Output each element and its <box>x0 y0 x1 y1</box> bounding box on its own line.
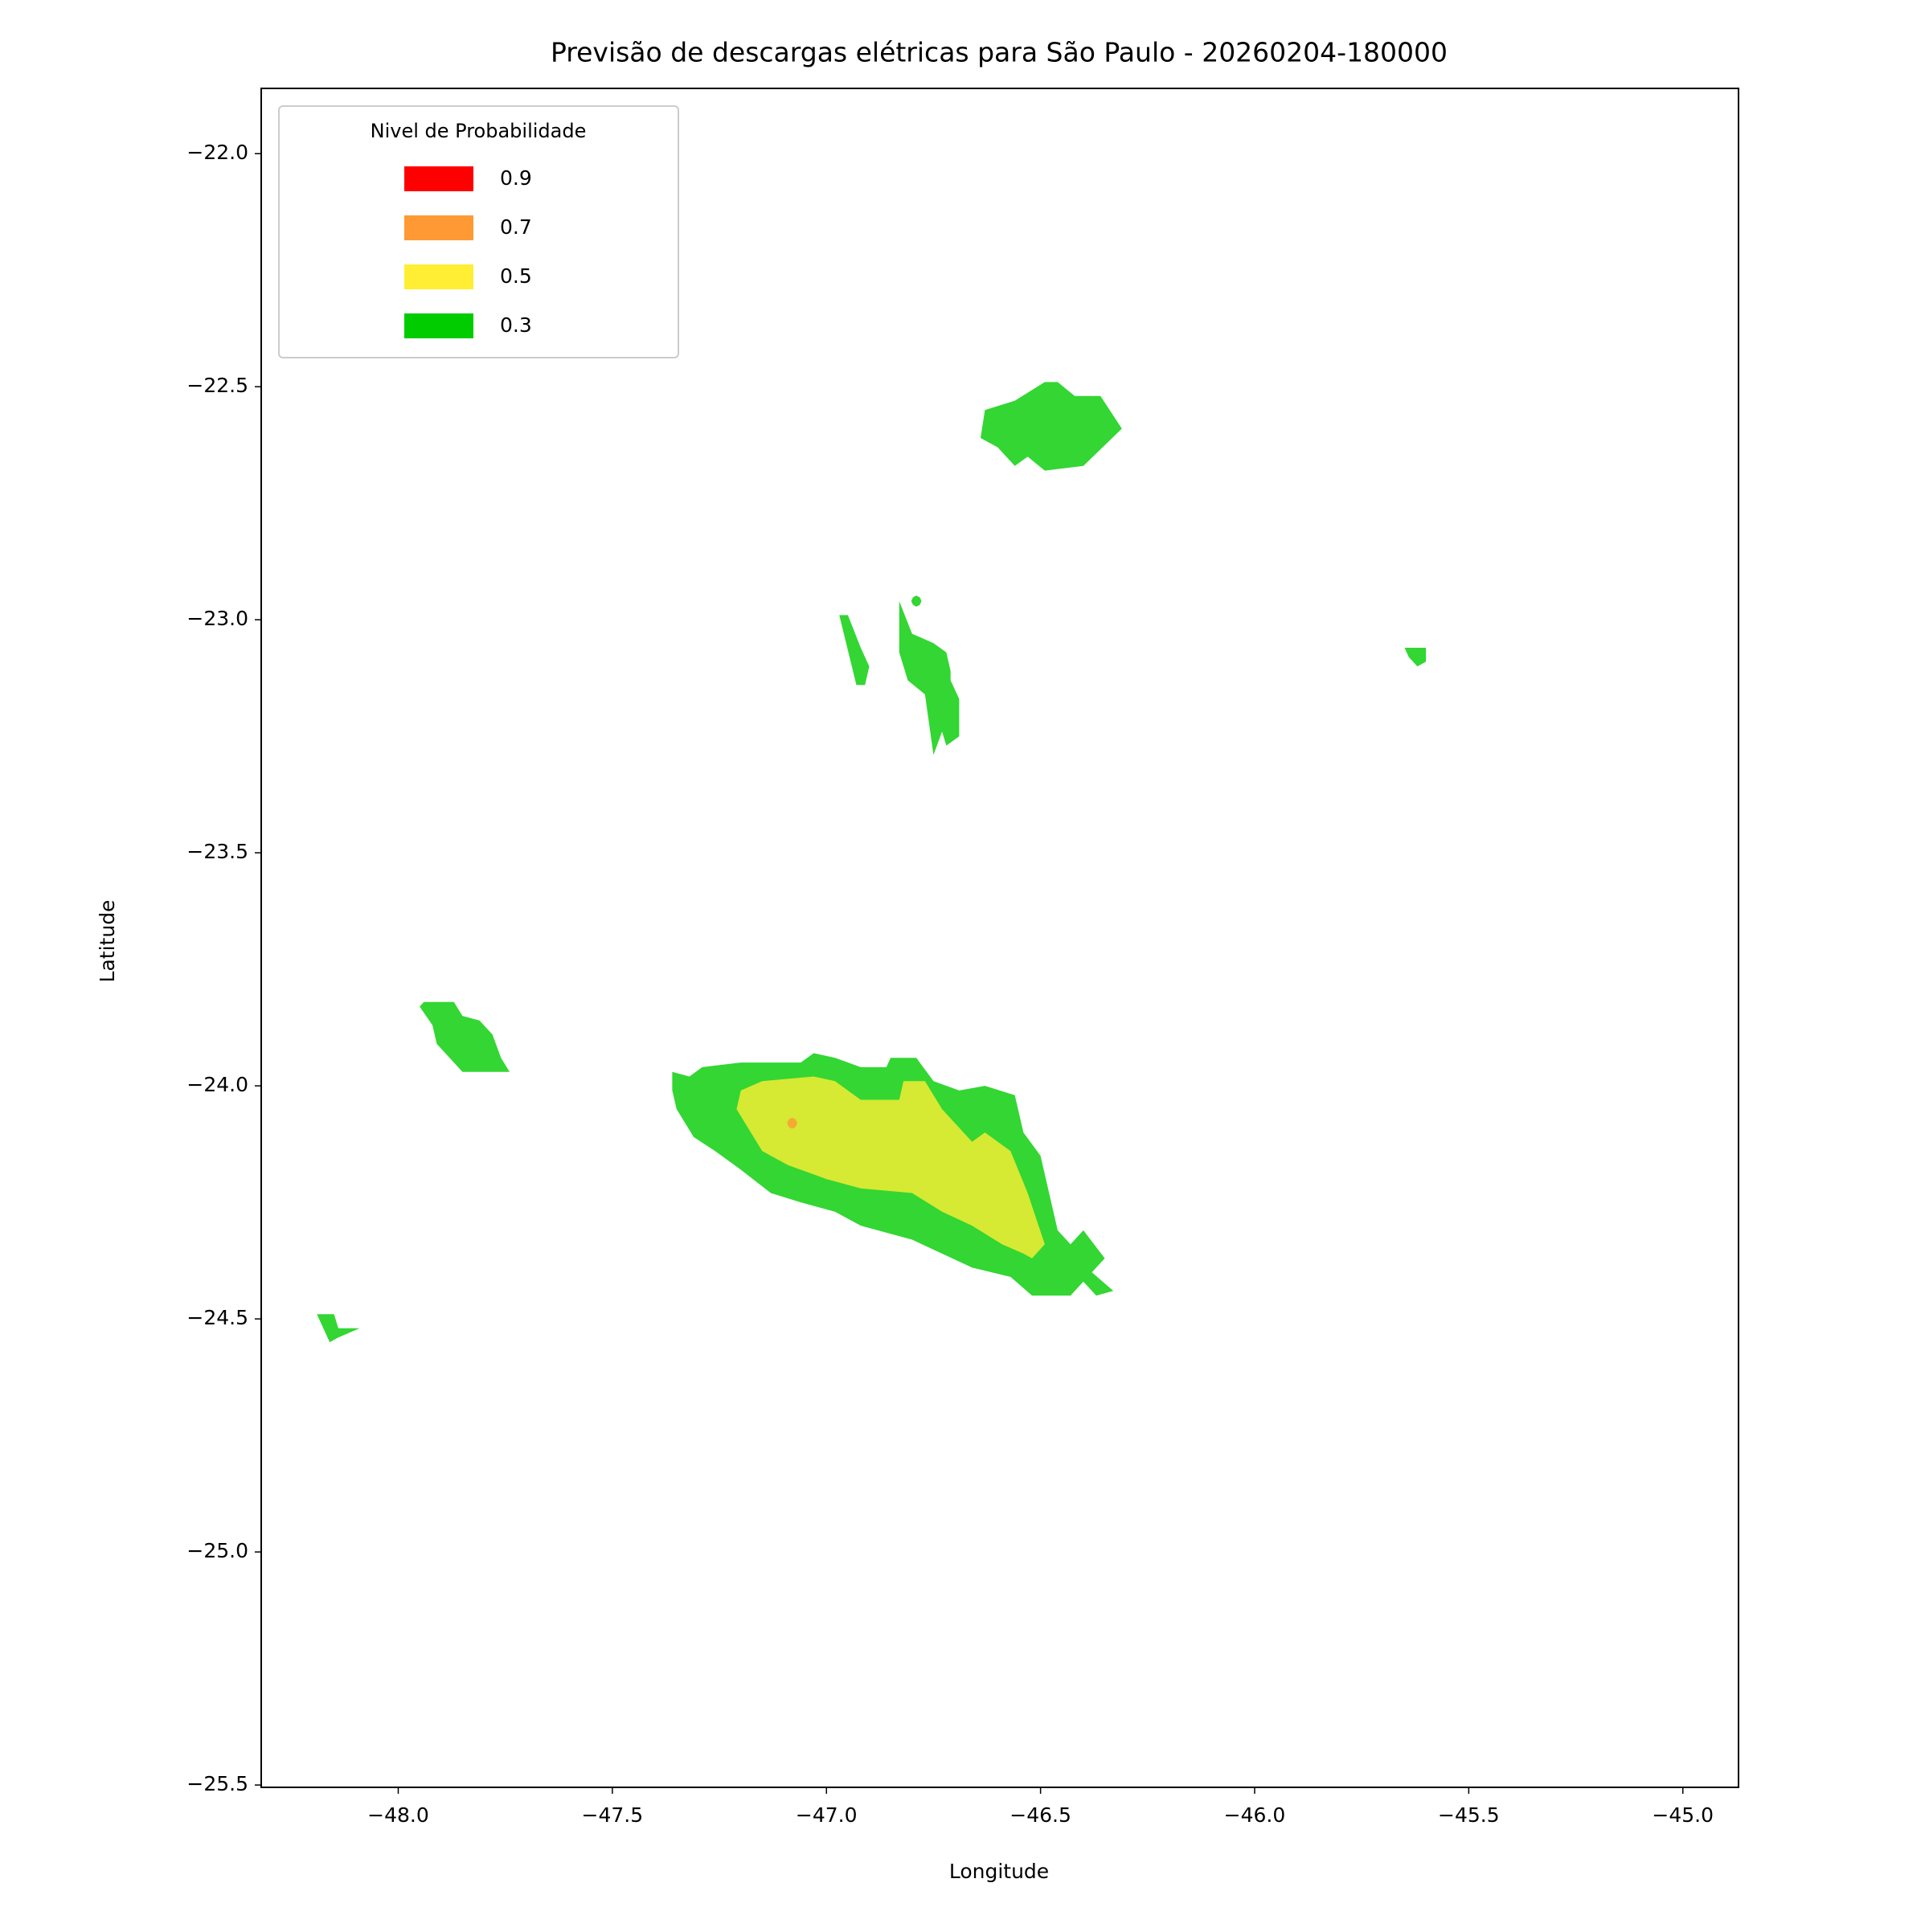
axes-frame <box>260 88 1739 1788</box>
contour-region <box>317 1314 360 1343</box>
x-tick-label: −45.0 <box>1652 1803 1714 1827</box>
x-axis-label: Longitude <box>949 1860 1049 1883</box>
y-tick-label: −22.5 <box>186 374 248 397</box>
legend-title: Nivel de Probabilidade <box>371 120 587 142</box>
y-tick-label: −25.0 <box>186 1539 248 1562</box>
contour-region <box>420 1001 510 1072</box>
y-tick-label: −24.5 <box>186 1306 248 1329</box>
legend-label: 0.9 <box>500 166 532 190</box>
x-tick-label: −46.0 <box>1224 1803 1286 1827</box>
legend-swatch <box>404 264 473 289</box>
legend-swatch <box>404 313 473 338</box>
chart-title: Previsão de descargas elétricas para São… <box>551 37 1448 68</box>
y-tick-label: −25.5 <box>186 1772 248 1795</box>
y-tick-label: −23.5 <box>186 840 248 863</box>
legend-swatch <box>404 215 473 240</box>
x-tick-label: −45.5 <box>1438 1803 1500 1827</box>
contour-region <box>736 1076 1045 1259</box>
contour-region <box>787 1117 797 1129</box>
y-tick-label: −23.0 <box>186 607 248 630</box>
contour-region <box>899 601 960 755</box>
legend-label: 0.5 <box>500 264 532 288</box>
legend-box <box>278 105 679 358</box>
legend-label: 0.7 <box>500 215 532 239</box>
y-axis-label: Latitude <box>96 900 119 983</box>
x-tick-label: −48.0 <box>367 1803 429 1827</box>
plot-area <box>317 382 1427 1343</box>
x-tick-label: −47.5 <box>582 1803 644 1827</box>
x-tick-label: −46.5 <box>1010 1803 1071 1827</box>
legend-label: 0.3 <box>500 313 532 337</box>
contour-region <box>839 615 870 686</box>
legend: Nivel de Probabilidade 0.9 0.7 0.5 0.3 <box>278 105 679 358</box>
contour-region <box>981 382 1122 471</box>
contour-region <box>911 596 922 607</box>
legend-swatch <box>404 166 473 191</box>
x-tick-label: −47.0 <box>796 1803 858 1827</box>
contour-region <box>1404 648 1427 667</box>
y-tick-label: −24.0 <box>186 1073 248 1096</box>
y-tick-label: −22.0 <box>186 141 248 164</box>
